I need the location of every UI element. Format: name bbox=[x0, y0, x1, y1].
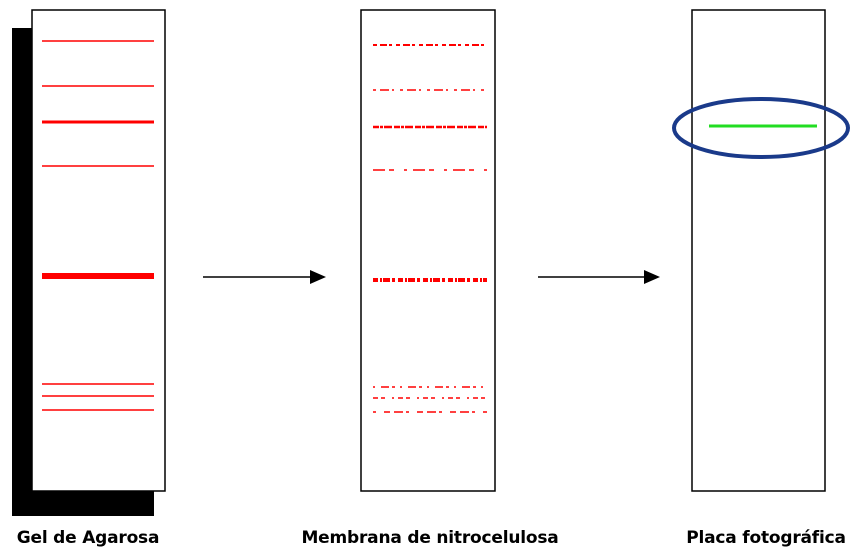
agarose-gel-panel bbox=[12, 9, 166, 516]
nitrocellulose-membrane-panel bbox=[360, 9, 496, 492]
arrow-right-icon bbox=[203, 270, 326, 284]
arrow-right-icon bbox=[538, 270, 660, 284]
plate-sheet bbox=[691, 9, 826, 492]
plate-caption: Placa fotográfica bbox=[686, 528, 846, 548]
membrane-sheet bbox=[360, 9, 496, 492]
membrane-caption: Membrana de nitrocelulosa bbox=[301, 528, 559, 548]
photographic-plate-panel bbox=[672, 9, 850, 492]
ellipse-highlight-icon bbox=[672, 97, 850, 159]
gel-caption: Gel de Agarosa bbox=[16, 528, 160, 548]
membrane-bands bbox=[373, 44, 487, 413]
gel-bands bbox=[42, 40, 154, 411]
gel-slab bbox=[31, 9, 166, 492]
